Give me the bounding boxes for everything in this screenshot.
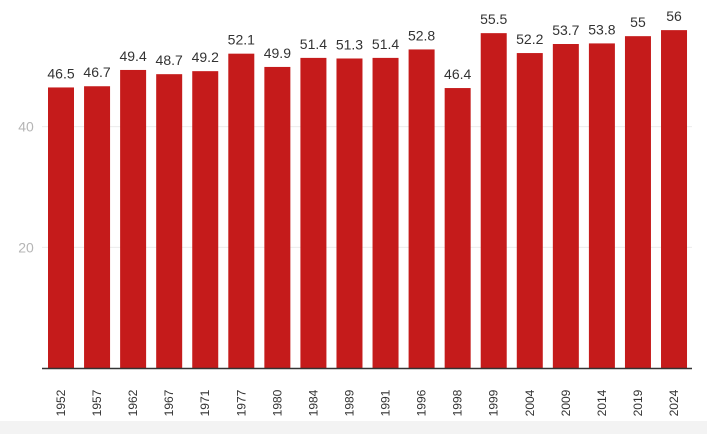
value-label-1962: 49.4 — [119, 48, 146, 64]
bar-2024 — [661, 30, 688, 369]
value-label-2014: 53.8 — [588, 21, 615, 37]
x-tick-label-1957: 1957 — [90, 389, 104, 416]
x-tick-label-1952: 1952 — [54, 389, 68, 416]
value-label-2019: 55 — [630, 14, 646, 30]
bar-1996 — [408, 49, 435, 368]
x-tick-label-1991: 1991 — [379, 389, 393, 416]
x-tick-label-1980: 1980 — [270, 389, 284, 416]
value-label-1996: 52.8 — [408, 27, 435, 43]
value-label-2009: 53.7 — [552, 22, 579, 38]
x-tick-label-2024: 2024 — [667, 389, 681, 416]
bar-1957 — [84, 86, 111, 368]
value-label-2024: 56 — [666, 8, 682, 24]
value-labels: 46.5 46.7 49.4 48.7 49.2 52.1 49.9 51.4 51.3 51.4… — [47, 8, 682, 82]
bar-1998 — [444, 88, 471, 368]
bar-1971 — [192, 71, 219, 368]
bar-2009 — [552, 44, 579, 368]
bar-1962 — [120, 69, 147, 368]
x-tick-label-2019: 2019 — [631, 389, 645, 416]
bar-1991 — [372, 57, 399, 369]
bar-1989 — [336, 58, 363, 369]
x-tick-label-1998: 1998 — [451, 389, 465, 416]
bar-1967 — [156, 74, 183, 368]
value-label-1989: 51.3 — [336, 36, 363, 52]
value-label-2004: 52.2 — [516, 31, 543, 47]
value-label-1957: 46.7 — [83, 64, 110, 80]
bar-2014 — [588, 43, 615, 368]
x-tick-label-2004: 2004 — [523, 389, 537, 416]
x-tick-label-1967: 1967 — [162, 389, 176, 416]
gridlines — [42, 126, 692, 248]
value-label-1971: 49.2 — [192, 49, 219, 65]
bar-1999 — [480, 33, 507, 369]
bar-1980 — [264, 66, 291, 368]
bar-1984 — [300, 57, 327, 369]
value-label-1991: 51.4 — [372, 36, 399, 52]
value-label-1952: 46.5 — [47, 65, 74, 81]
value-label-1967: 48.7 — [156, 52, 183, 68]
value-label-1999: 55.5 — [480, 11, 507, 27]
x-tick-label-1962: 1962 — [126, 389, 140, 416]
value-label-1984: 51.4 — [300, 36, 327, 52]
footer-band — [0, 421, 707, 434]
bar-2019 — [624, 36, 651, 369]
x-tick-label-1996: 1996 — [415, 389, 429, 416]
value-label-1980: 49.9 — [264, 45, 291, 61]
y-tick-label: 20 — [18, 239, 34, 255]
x-tick-label-1999: 1999 — [487, 389, 501, 416]
value-label-1998: 46.4 — [444, 66, 471, 82]
bars — [48, 30, 688, 369]
x-tick-label-2009: 2009 — [559, 389, 573, 416]
x-tick-label-2014: 2014 — [595, 389, 609, 416]
x-tick-labels: 1952 1957 1962 1967 1971 1977 1980 1984 1989 1991… — [54, 389, 681, 416]
x-tick-label-1971: 1971 — [198, 389, 212, 416]
x-tick-label-1977: 1977 — [234, 389, 248, 416]
bar-2004 — [516, 53, 543, 369]
bar-1977 — [228, 53, 255, 369]
x-tick-label-1989: 1989 — [342, 389, 356, 416]
y-tick-label: 40 — [18, 119, 34, 135]
x-tick-label-1984: 1984 — [306, 389, 320, 416]
value-label-1977: 52.1 — [228, 32, 255, 48]
bar-1952 — [48, 87, 74, 368]
